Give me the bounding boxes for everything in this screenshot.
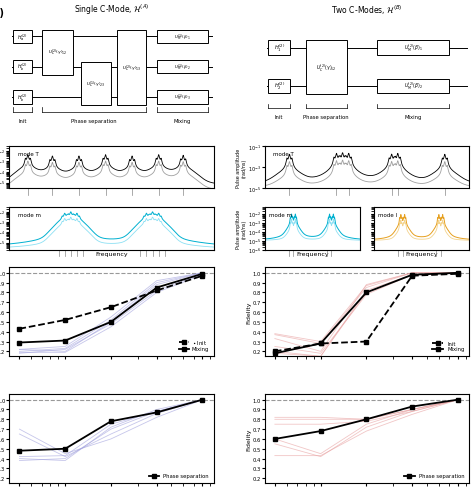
- FancyBboxPatch shape: [377, 80, 449, 94]
- FancyBboxPatch shape: [12, 91, 32, 104]
- $\bullet$ Init: [108, 305, 114, 310]
- Phase separation: [154, 409, 160, 415]
- X-axis label: Frequency: Frequency: [95, 251, 128, 257]
- Text: $U_C^{(1)}(\gamma)_{23}$: $U_C^{(1)}(\gamma)_{23}$: [86, 79, 106, 90]
- FancyBboxPatch shape: [377, 41, 449, 56]
- Text: Mixing: Mixing: [173, 119, 191, 123]
- Mixing: [154, 285, 160, 291]
- Text: mode m: mode m: [18, 213, 41, 218]
- Y-axis label: Fidelity: Fidelity: [246, 301, 251, 323]
- Phase separation: [200, 397, 205, 403]
- Mixing: [410, 272, 415, 278]
- Init: [364, 339, 369, 345]
- $\bullet$ Init: [63, 317, 68, 323]
- FancyBboxPatch shape: [268, 80, 291, 94]
- Text: Init: Init: [18, 119, 27, 123]
- FancyBboxPatch shape: [81, 63, 110, 106]
- Text: a): a): [0, 8, 4, 18]
- Text: $H_1^{(2)}$: $H_1^{(2)}$: [273, 43, 285, 54]
- Mixing: [364, 290, 369, 296]
- Text: $U_M^{(2)}(\beta)_2$: $U_M^{(2)}(\beta)_2$: [173, 62, 191, 73]
- Text: $U_M^{(2)}(\beta)_3$: $U_M^{(2)}(\beta)_3$: [173, 93, 191, 103]
- Phase separation: [272, 436, 278, 442]
- Text: $U_M^{(2)}(\beta)_1$: $U_M^{(2)}(\beta)_1$: [173, 32, 191, 42]
- FancyBboxPatch shape: [12, 31, 32, 44]
- Line: Phase separation: Phase separation: [18, 398, 204, 452]
- FancyBboxPatch shape: [42, 31, 73, 76]
- Y-axis label: Fidelity: Fidelity: [246, 427, 251, 450]
- Text: Phase separation: Phase separation: [72, 119, 117, 123]
- X-axis label: Frequency: Frequency: [296, 251, 329, 257]
- Init: [410, 273, 415, 279]
- Phase separation: [410, 404, 415, 409]
- Text: mode l: mode l: [378, 213, 397, 218]
- Y-axis label: Pulse amplitude
(rad/ns): Pulse amplitude (rad/ns): [236, 148, 246, 187]
- Legend: Init, Mixing: Init, Mixing: [430, 339, 466, 354]
- $\bullet$ Init: [154, 288, 160, 294]
- Init: [318, 341, 323, 346]
- Text: $H_b^{(2)}$: $H_b^{(2)}$: [17, 92, 27, 103]
- Title: Single C-Mode, $\mathcal{H}^{(A)}$: Single C-Mode, $\mathcal{H}^{(A)}$: [74, 3, 149, 17]
- Text: mode m: mode m: [269, 213, 292, 218]
- Phase separation: [318, 428, 323, 434]
- FancyBboxPatch shape: [156, 91, 208, 104]
- Legend: Phase separation: Phase separation: [146, 471, 211, 481]
- Phase separation: [17, 448, 22, 454]
- Phase separation: [63, 446, 68, 452]
- Phase separation: [108, 419, 114, 425]
- Line: Init: Init: [273, 272, 460, 353]
- Phase separation: [455, 397, 461, 403]
- Legend: Phase separation: Phase separation: [402, 471, 466, 481]
- Line: $\bullet$ Init: $\bullet$ Init: [18, 274, 204, 331]
- FancyBboxPatch shape: [156, 31, 208, 44]
- Mixing: [200, 271, 205, 277]
- Text: $H_b^{(2)}$: $H_b^{(2)}$: [17, 62, 27, 73]
- Line: Mixing: Mixing: [18, 272, 204, 345]
- Text: $U_C^{(2)}(\gamma)_{13}$: $U_C^{(2)}(\gamma)_{13}$: [122, 63, 141, 73]
- Init: [455, 271, 461, 277]
- Mixing: [108, 319, 114, 325]
- Init: [272, 349, 278, 355]
- Text: mode T: mode T: [273, 152, 294, 157]
- Phase separation: [364, 417, 369, 423]
- Text: Mixing: Mixing: [404, 115, 422, 120]
- $\bullet$ Init: [17, 326, 22, 332]
- $\bullet$ Init: [200, 273, 205, 279]
- Text: $H_a^{(2)}$: $H_a^{(2)}$: [17, 32, 27, 42]
- FancyBboxPatch shape: [268, 41, 291, 56]
- Legend: $\bullet$ Init, Mixing: $\bullet$ Init, Mixing: [176, 336, 211, 354]
- Mixing: [17, 340, 22, 346]
- FancyBboxPatch shape: [117, 31, 146, 106]
- Text: Phase separation: Phase separation: [303, 115, 349, 120]
- Text: $H_2^{(2)}$: $H_2^{(2)}$: [273, 81, 285, 92]
- Mixing: [63, 338, 68, 344]
- Mixing: [318, 341, 323, 346]
- Line: Mixing: Mixing: [273, 271, 460, 355]
- Line: Phase separation: Phase separation: [273, 398, 460, 441]
- FancyBboxPatch shape: [306, 41, 346, 95]
- FancyBboxPatch shape: [156, 61, 208, 74]
- Text: Init: Init: [275, 115, 283, 120]
- FancyBboxPatch shape: [12, 61, 32, 74]
- Y-axis label: Pulse amplitude
(rad/ns): Pulse amplitude (rad/ns): [236, 209, 246, 248]
- X-axis label: Frequency: Frequency: [405, 251, 438, 257]
- Text: mode T: mode T: [18, 152, 38, 157]
- Text: $U_C^{(2)}(\gamma)_{12}$: $U_C^{(2)}(\gamma)_{12}$: [316, 62, 337, 74]
- Title: Two C-Modes, $\mathcal{H}^{(B)}$: Two C-Modes, $\mathcal{H}^{(B)}$: [331, 4, 403, 17]
- Text: $U_C^{(2)}(\gamma)_{12}$: $U_C^{(2)}(\gamma)_{12}$: [48, 48, 67, 58]
- Text: $U_M^{(2)}(\beta)_1$: $U_M^{(2)}(\beta)_1$: [404, 43, 422, 54]
- Mixing: [272, 351, 278, 357]
- Mixing: [455, 270, 461, 276]
- Text: $U_M^{(2)}(\beta)_2$: $U_M^{(2)}(\beta)_2$: [404, 81, 422, 92]
